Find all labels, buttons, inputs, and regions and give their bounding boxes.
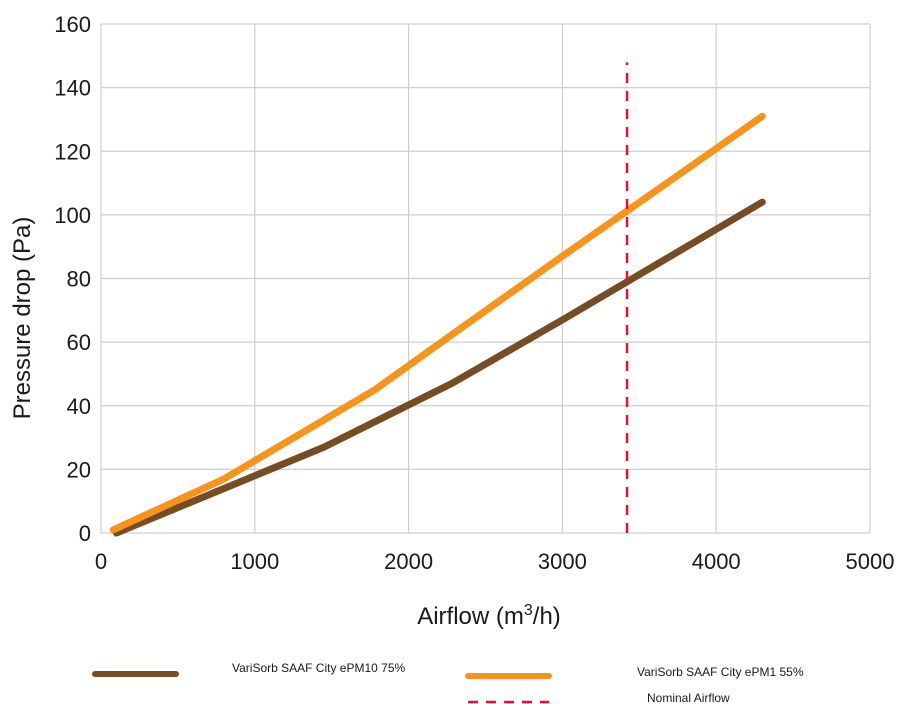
y-tick-labels: 0 20 40 60 80 100 120 140 160	[54, 12, 91, 546]
x-tick-label: 1000	[230, 549, 279, 574]
legend-label-nominal: Nominal Airflow	[647, 691, 730, 704]
y-tick-label: 160	[54, 12, 91, 37]
gridlines	[101, 24, 870, 533]
series-lines	[113, 62, 762, 533]
y-tick-label: 120	[54, 139, 91, 164]
y-tick-label: 60	[67, 330, 91, 355]
x-tick-label: 5000	[846, 549, 895, 574]
y-tick-label: 0	[79, 521, 91, 546]
x-axis-title: Airflow (m3/h)	[417, 602, 561, 630]
series-line-epm1	[113, 116, 762, 530]
y-tick-label: 80	[67, 267, 91, 292]
y-tick-label: 140	[54, 76, 91, 101]
y-axis-title: Pressure drop (Pa)	[9, 217, 36, 420]
y-tick-label: 20	[67, 457, 91, 482]
legend-label-epm10: VariSorb SAAF City ePM10 75%	[232, 661, 406, 675]
legend: VariSorb SAAF City ePM10 75% VariSorb SA…	[95, 661, 804, 704]
x-tick-label: 0	[95, 549, 107, 574]
x-tick-label: 4000	[692, 549, 741, 574]
legend-label-epm1: VariSorb SAAF City ePM1 55%	[637, 665, 804, 679]
x-tick-label: 2000	[384, 549, 433, 574]
y-tick-label: 100	[54, 203, 91, 228]
x-tick-label: 3000	[538, 549, 587, 574]
y-tick-label: 40	[67, 394, 91, 419]
x-tick-labels: 0 1000 2000 3000 4000 5000	[95, 549, 895, 574]
